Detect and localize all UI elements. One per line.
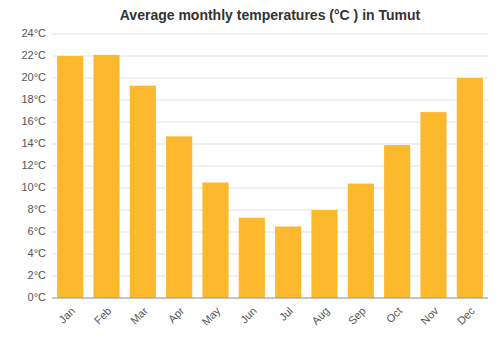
x-axis-line — [52, 298, 488, 299]
y-tick-label: 2°C — [28, 269, 47, 281]
bar — [457, 78, 483, 298]
bar — [275, 227, 301, 299]
x-tick-label: Nov — [418, 304, 441, 327]
bar — [130, 86, 156, 298]
y-tick-label: 22°C — [21, 49, 46, 61]
grid-line — [52, 298, 488, 299]
bars — [57, 55, 483, 298]
x-tick-label: Jan — [56, 305, 77, 326]
bar — [202, 183, 228, 299]
x-tick-label: Oct — [384, 305, 405, 326]
x-tick-label: Jun — [238, 305, 259, 326]
x-tick-label: Mar — [128, 304, 150, 326]
y-tick-label: 4°C — [28, 247, 47, 259]
y-tick-label: 14°C — [21, 137, 46, 149]
x-tick-label: Aug — [309, 305, 331, 327]
y-tick-label: 10°C — [21, 181, 46, 193]
bar — [239, 218, 265, 298]
x-tick-label: Apr — [166, 304, 187, 325]
bar — [166, 136, 192, 298]
bar — [93, 55, 119, 298]
y-tick-label: 16°C — [21, 115, 46, 127]
x-axis: Jan Feb Mar Apr May Jun Jul Aug Sep Oct Nov Dec — [56, 304, 477, 328]
bar — [348, 184, 374, 298]
y-tick-label: 6°C — [28, 225, 47, 237]
bar — [57, 56, 83, 298]
chart: 0°C 2°C 4°C 6°C 8°C 10°C 12°C 14°C 16°C 18°C 20°C 2… — [0, 0, 500, 350]
background — [0, 0, 500, 350]
x-tick-label: Jul — [277, 305, 295, 323]
x-tick-label: Feb — [92, 305, 114, 327]
y-tick-label: 0°C — [28, 291, 47, 303]
y-tick-label: 18°C — [21, 93, 46, 105]
y-tick-label: 8°C — [28, 203, 47, 215]
x-tick-label: Dec — [455, 304, 478, 327]
y-tick-label: 20°C — [21, 71, 46, 83]
bar — [420, 112, 446, 298]
bar — [311, 210, 337, 298]
bar — [384, 145, 410, 298]
y-tick-label: 12°C — [21, 159, 46, 171]
x-tick-label: May — [199, 304, 223, 328]
title: Average monthly temperatures (°C ) in Tu… — [120, 7, 421, 23]
grid — [52, 34, 488, 298]
grid-line — [52, 34, 488, 35]
y-axis: 0°C 2°C 4°C 6°C 8°C 10°C 12°C 14°C 16°C 18°C 20°C 2… — [21, 27, 46, 303]
x-tick-label: Sep — [346, 305, 368, 327]
y-tick-label: 24°C — [21, 27, 46, 39]
